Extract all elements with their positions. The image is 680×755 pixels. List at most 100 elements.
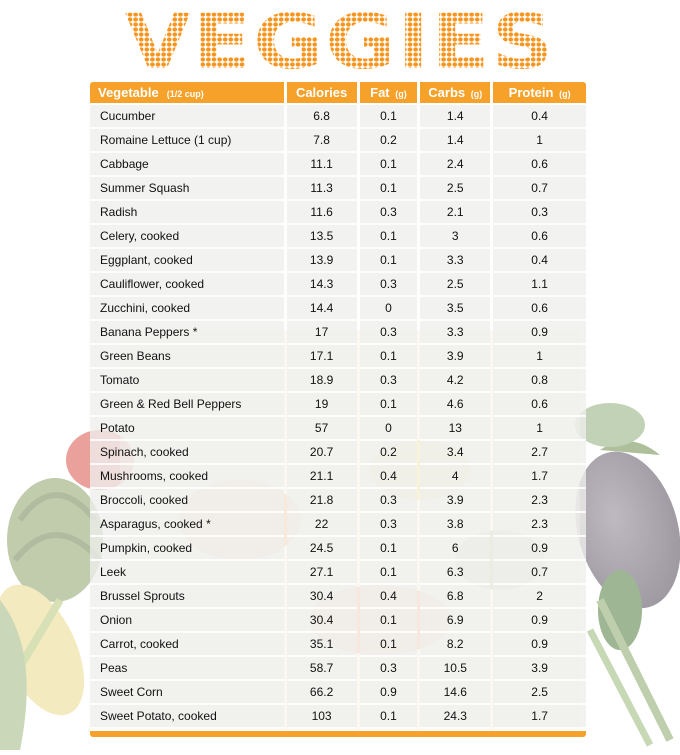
table-row: Peas 58.7 0.3 10.5 3.9 [90,657,586,681]
vegetable-cell: Cauliflower, cooked [90,273,284,297]
carbs-cell: 3.5 [420,297,491,321]
header-carbs-unit: (g) [470,89,483,99]
fat-cell: 0.1 [359,393,418,417]
header-protein-unit: (g) [559,89,571,99]
table-row: Brussel Sprouts 30.4 0.4 6.8 2 [90,585,586,609]
header-protein: Protein (g) [493,82,586,105]
calories-cell: 6.8 [286,105,357,129]
protein-cell: 0.4 [493,105,586,129]
vegetable-cell: Sweet Corn [90,681,284,705]
protein-cell: 0.6 [493,153,586,177]
table-row: Asparagus, cooked * 22 0.3 3.8 2.3 [90,513,586,537]
fat-cell: 0.3 [359,489,418,513]
carbs-cell: 3.4 [420,441,491,465]
carbs-cell: 3 [420,225,491,249]
protein-cell: 1.7 [493,465,586,489]
protein-cell: 0.3 [493,201,586,225]
calories-cell: 13.9 [286,249,357,273]
vegetable-cell: Mushrooms, cooked [90,465,284,489]
fat-cell: 0.1 [359,105,418,129]
carbs-cell: 6 [420,537,491,561]
protein-cell: 1 [493,345,586,369]
page-title: VEGGIES [0,2,680,74]
carbs-cell: 1.4 [420,129,491,153]
calories-cell: 11.6 [286,201,357,225]
fat-cell: 0.2 [359,441,418,465]
table-row: Banana Peppers * 17 0.3 3.3 0.9 [90,321,586,345]
carbs-cell: 6.8 [420,585,491,609]
header-protein-label: Protein [508,85,554,100]
protein-cell: 0.6 [493,297,586,321]
carbs-cell: 10.5 [420,657,491,681]
protein-cell: 0.9 [493,633,586,657]
fat-cell: 0.2 [359,129,418,153]
header-fat: Fat (g) [359,82,418,105]
fat-cell: 0.1 [359,561,418,585]
table-row: Zucchini, cooked 14.4 0 3.5 0.6 [90,297,586,321]
protein-cell: 0.7 [493,177,586,201]
carbs-cell: 2.5 [420,273,491,297]
vegetable-cell: Cucumber [90,105,284,129]
fat-cell: 0.1 [359,609,418,633]
protein-cell: 1.1 [493,273,586,297]
calories-cell: 14.3 [286,273,357,297]
protein-cell: 0.8 [493,369,586,393]
carbs-cell: 24.3 [420,705,491,729]
protein-cell: 2.3 [493,489,586,513]
table-row: Cauliflower, cooked 14.3 0.3 2.5 1.1 [90,273,586,297]
table-row: Spinach, cooked 20.7 0.2 3.4 2.7 [90,441,586,465]
calories-cell: 24.5 [286,537,357,561]
fat-cell: 0.3 [359,513,418,537]
vegetable-cell: Potato [90,417,284,441]
calories-cell: 21.8 [286,489,357,513]
carbs-cell: 8.2 [420,633,491,657]
fat-cell: 0.3 [359,273,418,297]
fat-cell: 0.1 [359,249,418,273]
table-header-row: Vegetable (1/2 cup) Calories Fat (g) Carb… [90,82,586,105]
carbs-cell: 3.3 [420,249,491,273]
carbs-cell: 1.4 [420,105,491,129]
table-row: Celery, cooked 13.5 0.1 3 0.6 [90,225,586,249]
calories-cell: 66.2 [286,681,357,705]
calories-cell: 21.1 [286,465,357,489]
protein-cell: 0.9 [493,609,586,633]
carbs-cell: 3.9 [420,345,491,369]
calories-cell: 7.8 [286,129,357,153]
vegetable-cell: Onion [90,609,284,633]
protein-cell: 0.4 [493,249,586,273]
carbs-cell: 13 [420,417,491,441]
vegetable-cell: Peas [90,657,284,681]
carbs-cell: 4 [420,465,491,489]
protein-cell: 1.7 [493,705,586,729]
protein-cell: 1 [493,129,586,153]
calories-cell: 30.4 [286,585,357,609]
fat-cell: 0.3 [359,321,418,345]
carbs-cell: 14.6 [420,681,491,705]
table-row: Radish 11.6 0.3 2.1 0.3 [90,201,586,225]
table-row: Green Beans 17.1 0.1 3.9 1 [90,345,586,369]
carbs-cell: 6.3 [420,561,491,585]
carbs-cell: 3.8 [420,513,491,537]
fat-cell: 0 [359,417,418,441]
calories-cell: 35.1 [286,633,357,657]
vegetable-cell: Celery, cooked [90,225,284,249]
table-row: Cabbage 11.1 0.1 2.4 0.6 [90,153,586,177]
table-bottom-bar [90,731,586,737]
table-row: Carrot, cooked 35.1 0.1 8.2 0.9 [90,633,586,657]
vegetable-cell: Brussel Sprouts [90,585,284,609]
carbs-cell: 2.1 [420,201,491,225]
carbs-cell: 6.9 [420,609,491,633]
table-row: Mushrooms, cooked 21.1 0.4 4 1.7 [90,465,586,489]
header-vegetable-unit: (1/2 cup) [166,89,204,99]
calories-cell: 20.7 [286,441,357,465]
fat-cell: 0.4 [359,585,418,609]
carbs-cell: 2.4 [420,153,491,177]
vegetable-cell: Green Beans [90,345,284,369]
header-calories-label: Calories [295,85,348,100]
vegetable-cell: Radish [90,201,284,225]
fat-cell: 0.1 [359,225,418,249]
header-carbs-label: Carbs [428,85,466,100]
calories-cell: 19 [286,393,357,417]
carbs-cell: 2.5 [420,177,491,201]
table-row: Tomato 18.9 0.3 4.2 0.8 [90,369,586,393]
